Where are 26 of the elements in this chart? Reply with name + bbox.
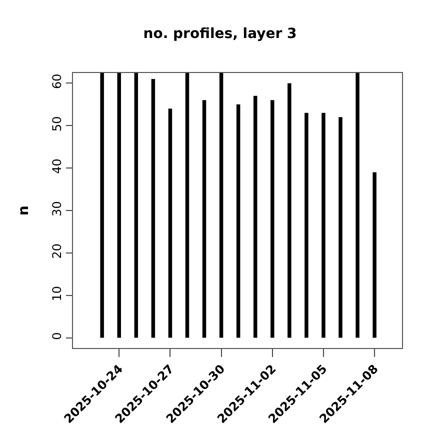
bar <box>322 112 326 338</box>
bar <box>202 100 206 338</box>
y-axis-title: n <box>16 206 32 216</box>
bar <box>168 108 172 338</box>
y-tick-label: 10 <box>50 286 64 302</box>
bar <box>304 112 308 338</box>
y-tick-label: 20 <box>50 244 64 259</box>
bar <box>270 100 274 338</box>
y-tick-label: 60 <box>50 74 64 90</box>
y-tick-label: 30 <box>50 201 64 216</box>
bar <box>338 117 342 338</box>
bar <box>185 73 190 338</box>
bar <box>236 104 240 338</box>
bar <box>253 96 258 338</box>
bar <box>288 83 292 338</box>
bar <box>219 73 224 338</box>
bar <box>151 78 156 338</box>
y-tick-label: 50 <box>50 116 64 132</box>
y-tick-label: 40 <box>50 158 64 174</box>
chart-title: no. profiles, layer 3 <box>143 26 297 42</box>
y-tick-label: 0 <box>50 332 64 340</box>
bar <box>117 73 121 338</box>
bar <box>100 73 104 338</box>
bar <box>356 73 360 338</box>
bar <box>134 73 138 338</box>
bar <box>372 172 376 338</box>
